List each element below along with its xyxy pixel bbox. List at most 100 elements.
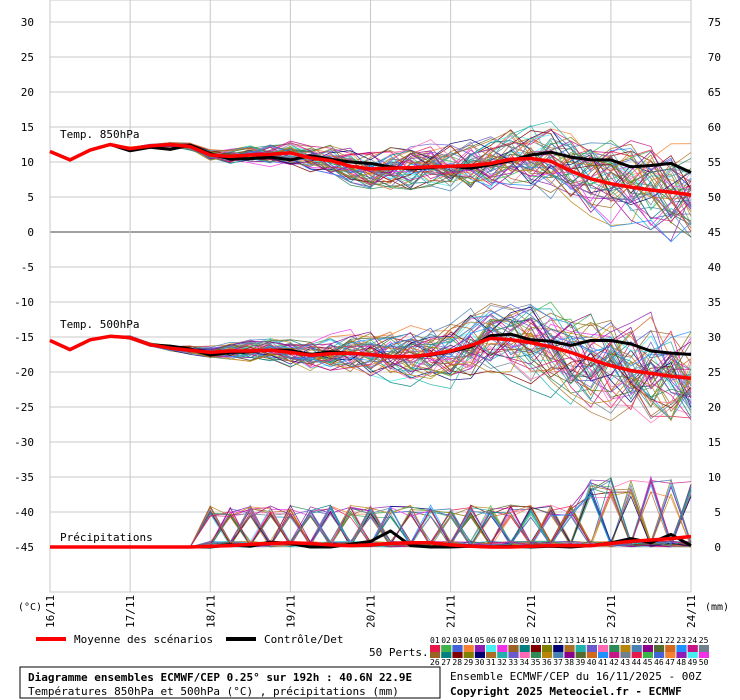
right-tick-label: 10 — [708, 471, 721, 484]
pert-swatch — [586, 645, 597, 652]
pert-label: 35 — [531, 658, 541, 667]
pert-swatch — [486, 652, 497, 658]
pert-swatch — [575, 652, 586, 658]
mean-precip-line — [50, 534, 692, 549]
pert-swatch — [620, 652, 631, 658]
right-tick-label: 35 — [708, 296, 721, 309]
left-axis-ticks: 30 25 20 15 10 5 0 -5 -10 -15 -20 -25 -30 -35 -40 -45 — [14, 16, 34, 554]
pert-swatch — [452, 652, 463, 658]
source-line-1: Ensemble ECMWF/CEP du 16/11/2025 - 00Z — [450, 670, 702, 683]
left-tick-label: -25 — [14, 401, 34, 414]
pert-label: 15 — [587, 636, 597, 645]
pert-swatch — [698, 645, 709, 652]
pert-swatch — [609, 645, 620, 652]
x-tick-label: 16/11 — [44, 595, 57, 628]
pert-swatch — [430, 652, 441, 658]
pert-swatch — [631, 645, 642, 652]
chart-subtitle: Températures 850hPa et 500hPa (°C) , pré… — [28, 685, 399, 698]
pert-label: 06 — [486, 636, 496, 645]
pert-label: 19 — [632, 636, 642, 645]
x-tick-label: 21/11 — [445, 595, 458, 628]
panel-label-t850: Temp. 850hPa — [60, 128, 139, 141]
pert-swatch — [430, 645, 441, 652]
pert-label: 12 — [553, 636, 563, 645]
pert-label: 48 — [676, 658, 686, 667]
mean-t500-line — [49, 334, 692, 381]
pert-swatch — [676, 652, 687, 658]
pert-label: 11 — [542, 636, 552, 645]
right-tick-label: 55 — [708, 156, 721, 169]
pert-label: 24 — [688, 636, 698, 645]
pert-swatch — [519, 652, 530, 658]
x-tick-label: 23/11 — [605, 595, 618, 628]
legend-mean-label: Moyenne des scénarios — [74, 633, 213, 646]
left-tick-label: -5 — [21, 261, 34, 274]
left-tick-label: -20 — [14, 366, 34, 379]
pert-label: 14 — [576, 636, 586, 645]
pert-swatch — [620, 645, 631, 652]
pert-swatch — [598, 652, 609, 658]
pert-label: 41 — [598, 658, 608, 667]
perts-grid: 01 26 02 27 03 28 04 29 05 30 06 31 07 32 08 33 09 34 10 35… — [430, 636, 709, 667]
pert-label: 16 — [598, 636, 608, 645]
panel-label-precip: Précipitations — [60, 531, 153, 544]
pert-swatch — [564, 652, 575, 658]
pert-swatch — [698, 652, 709, 658]
left-tick-label: 30 — [21, 16, 34, 29]
pert-label: 23 — [676, 636, 686, 645]
pert-label: 46 — [654, 658, 664, 667]
pert-label: 17 — [609, 636, 619, 645]
control-t850-line — [49, 143, 692, 174]
x-tick-label: 18/11 — [204, 595, 217, 628]
pert-swatch — [441, 652, 452, 658]
pert-swatch — [463, 652, 474, 658]
pert-label: 36 — [542, 658, 552, 667]
pert-label: 05 — [475, 636, 485, 645]
pert-swatch — [642, 645, 653, 652]
right-tick-label: 15 — [708, 436, 721, 449]
right-unit-label: (mm) — [705, 602, 729, 613]
pert-swatch — [530, 645, 541, 652]
pert-label: 13 — [564, 636, 574, 645]
pert-label: 01 — [430, 636, 440, 645]
right-tick-label: 40 — [708, 261, 721, 274]
pert-label: 42 — [609, 658, 619, 667]
left-tick-label: 0 — [27, 226, 34, 239]
pert-label: 50 — [699, 658, 709, 667]
left-tick-label: 25 — [21, 51, 34, 64]
right-tick-label: 25 — [708, 366, 721, 379]
pert-label: 38 — [564, 658, 574, 667]
right-tick-label: 45 — [708, 226, 721, 239]
pert-swatch — [631, 652, 642, 658]
pert-label: 25 — [699, 636, 709, 645]
pert-label: 44 — [632, 658, 642, 667]
right-tick-label: 60 — [708, 121, 721, 134]
x-tick-label: 22/11 — [525, 595, 538, 628]
right-tick-label: 0 — [714, 541, 721, 554]
pert-swatch — [497, 645, 508, 652]
panel-label-t500: Temp. 500hPa — [60, 318, 139, 331]
pert-swatch — [474, 652, 485, 658]
pert-label: 49 — [688, 658, 698, 667]
x-tick-label: 24/11 — [685, 595, 698, 628]
left-unit-label: (°C) — [18, 602, 42, 613]
pert-swatch — [553, 645, 564, 652]
x-axis-ticks: 16/11 17/11 18/11 19/11 20/11 21/11 22/11 23/11… — [44, 595, 698, 628]
pert-label: 43 — [620, 658, 630, 667]
legend: Moyenne des scénarios Contrôle/Det 50 Pe… — [36, 633, 709, 667]
pert-label: 10 — [531, 636, 541, 645]
pert-swatch — [508, 652, 519, 658]
pert-label: 40 — [587, 658, 597, 667]
pert-swatch — [654, 652, 665, 658]
pert-swatch — [530, 652, 541, 658]
left-tick-label: 10 — [21, 156, 34, 169]
pert-swatch — [452, 645, 463, 652]
right-tick-label: 70 — [708, 51, 721, 64]
left-tick-label: -10 — [14, 296, 34, 309]
right-tick-label: 50 — [708, 191, 721, 204]
right-tick-label: 30 — [708, 331, 721, 344]
pert-label: 03 — [452, 636, 462, 645]
pert-swatch — [665, 645, 676, 652]
pert-label: 37 — [553, 658, 563, 667]
